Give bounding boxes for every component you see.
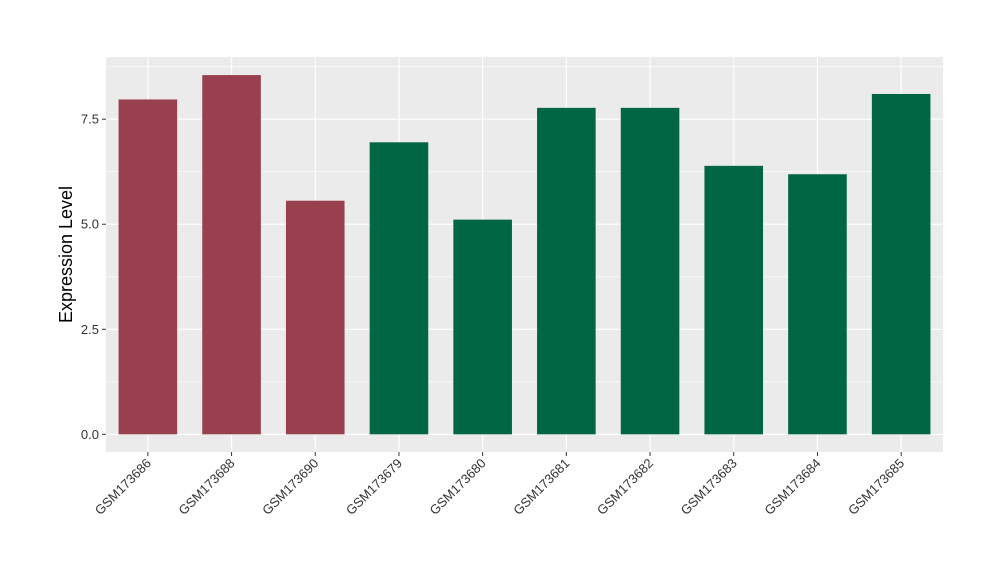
x-tick-label: GSM173681 — [510, 456, 572, 518]
x-tick-label: GSM173680 — [427, 456, 489, 518]
y-axis: 0.0 2.5 5.0 7.5 — [81, 112, 106, 442]
x-tick-label: GSM173683 — [678, 456, 740, 518]
bar — [871, 93, 931, 435]
bar — [704, 165, 764, 435]
x-tick-label: GSM173686 — [92, 456, 154, 518]
y-tick-label: 5.0 — [81, 217, 99, 232]
bar — [537, 107, 596, 435]
bars — [118, 75, 931, 435]
y-tick-label: 2.5 — [81, 322, 99, 337]
bar — [620, 107, 680, 435]
bar — [285, 200, 345, 435]
x-tick-label: GSM173679 — [343, 456, 405, 518]
bar — [202, 75, 261, 435]
bar — [453, 219, 512, 435]
x-tick-label: GSM173685 — [845, 456, 907, 518]
x-tick-label: GSM173684 — [761, 456, 823, 518]
x-tick-label: GSM173690 — [259, 456, 321, 518]
x-tick-label: GSM173688 — [175, 456, 237, 518]
y-tick-label: 0.0 — [81, 427, 99, 442]
x-tick-label: GSM173682 — [594, 456, 656, 518]
x-axis: GSM173686 GSM173688 GSM173690 GSM173679 GSM1… — [92, 452, 907, 518]
y-axis-title: Expression Level — [56, 186, 76, 323]
bar — [118, 99, 178, 435]
bar — [788, 174, 847, 435]
y-tick-label: 7.5 — [81, 112, 99, 127]
bar — [369, 142, 429, 435]
